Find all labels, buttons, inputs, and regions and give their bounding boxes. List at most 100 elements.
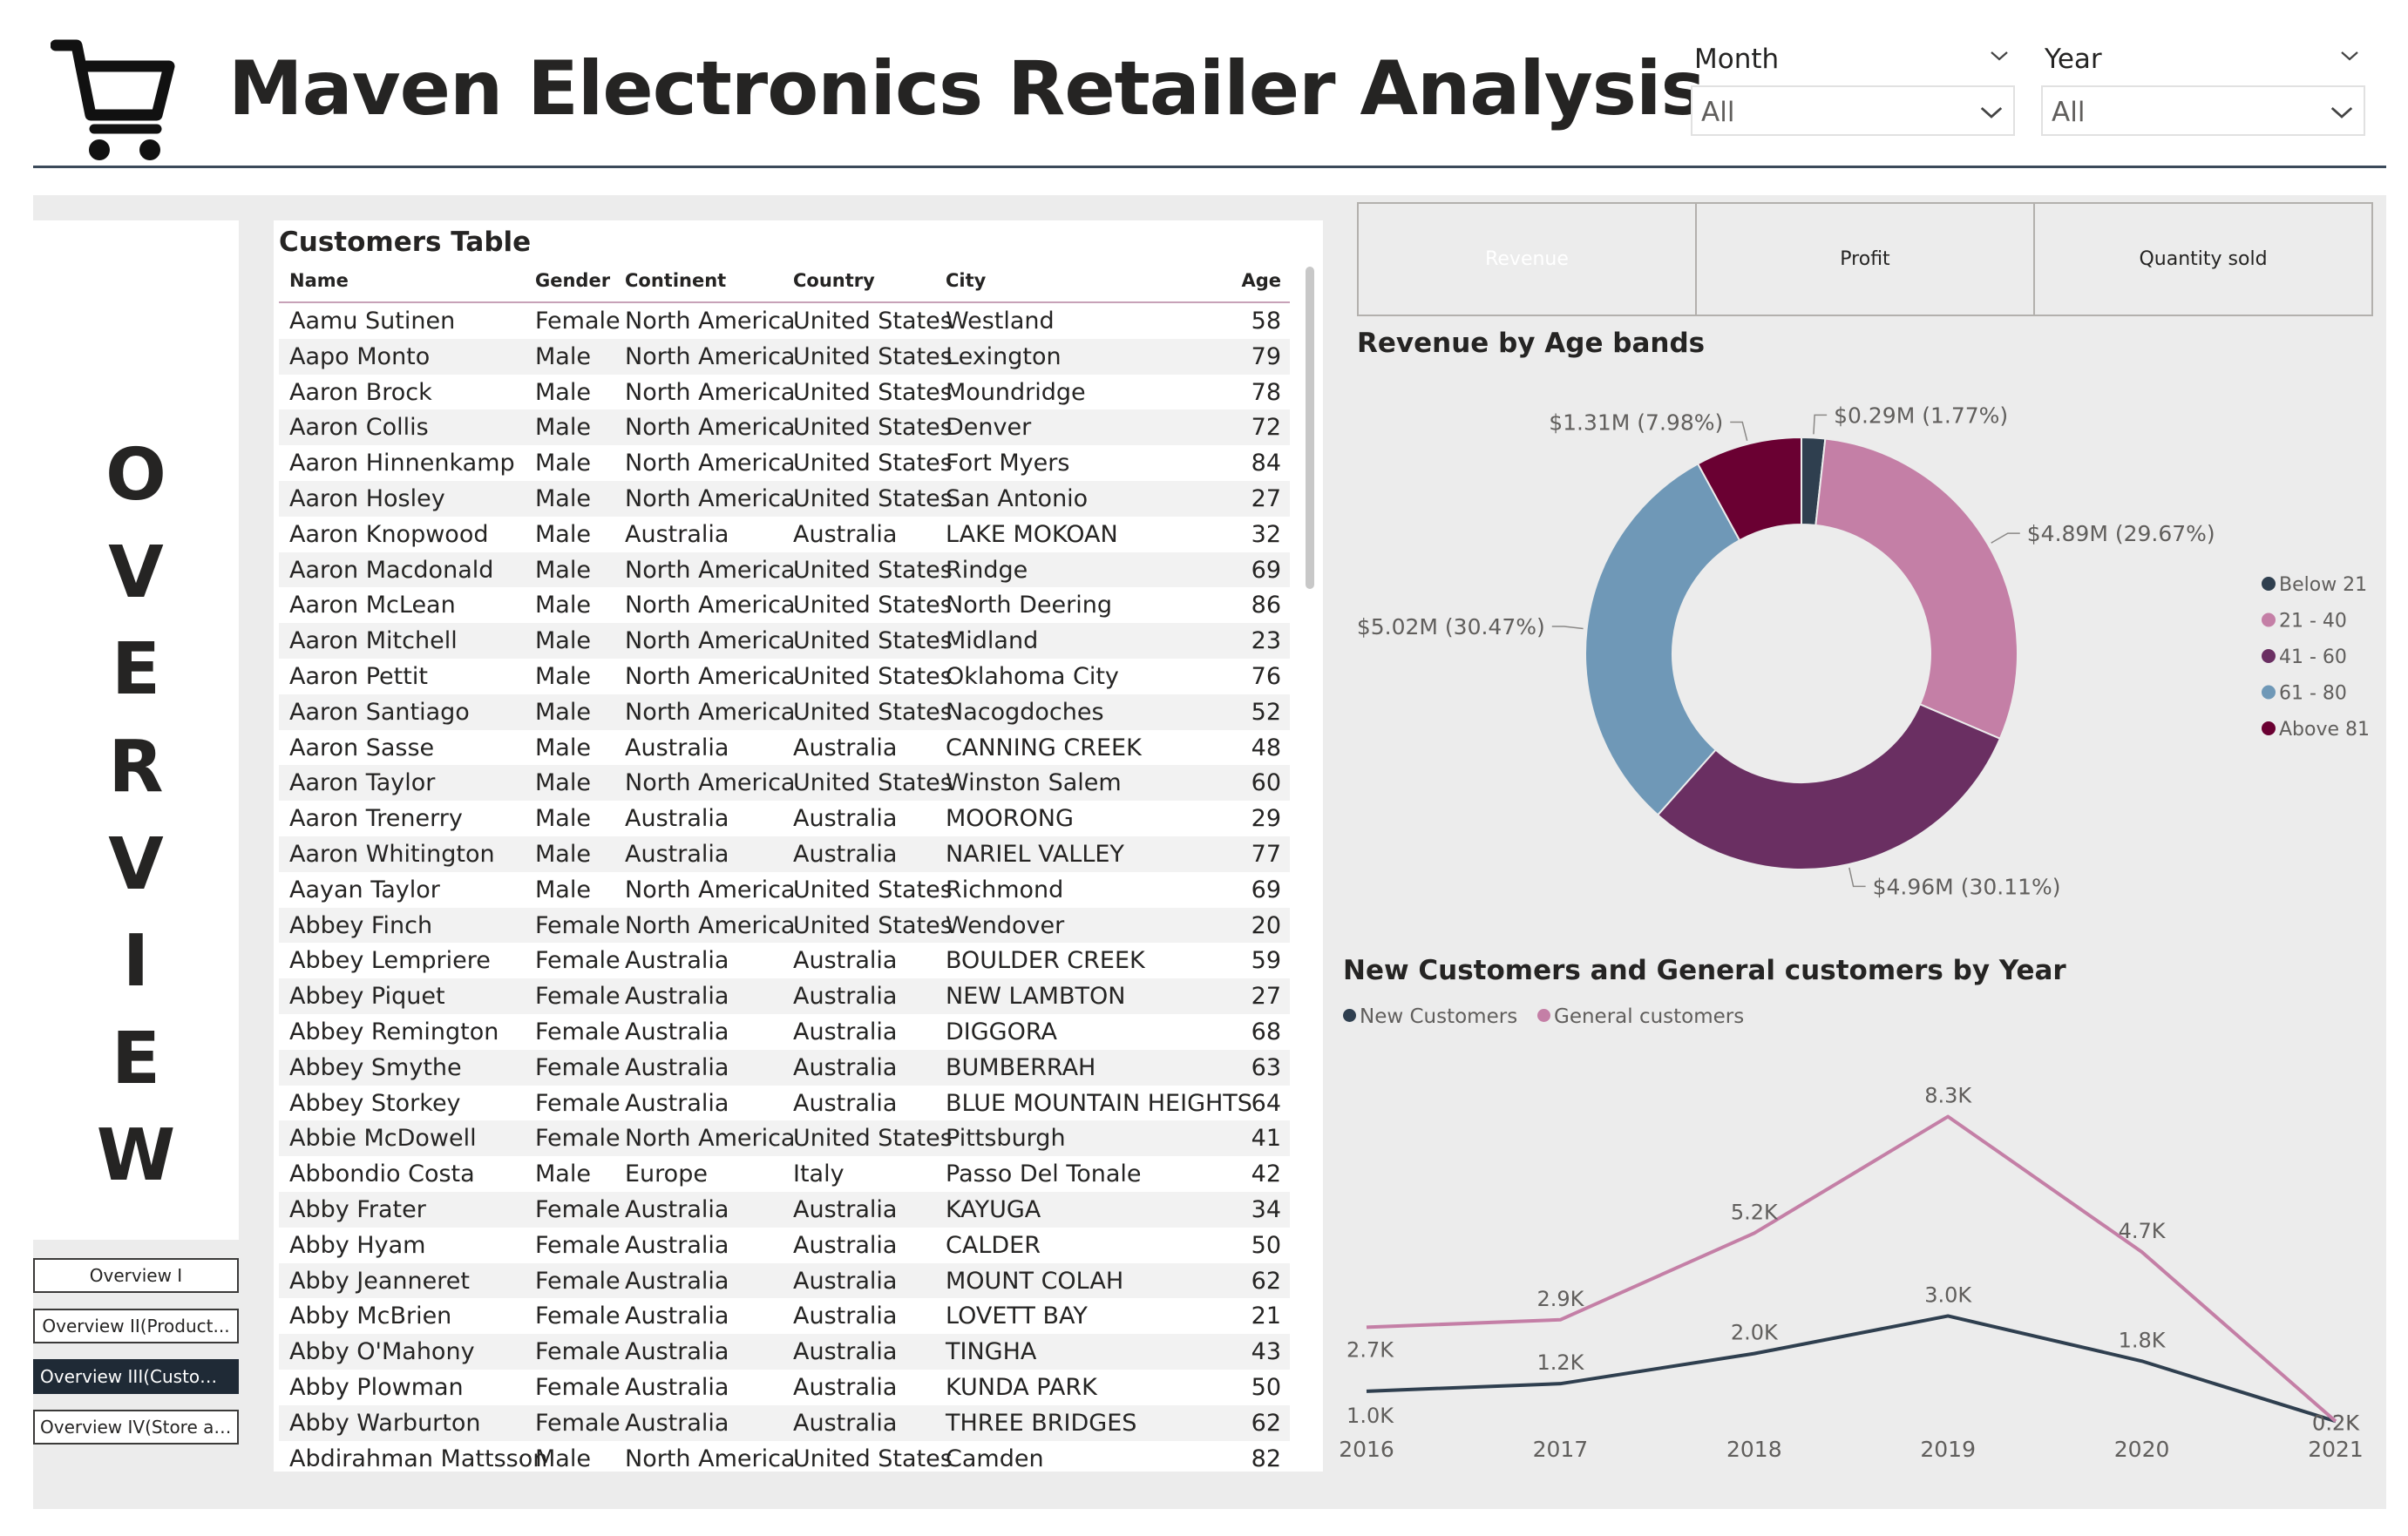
series-line-0[interactable] (1366, 1314, 2337, 1424)
nav-button-overview-3[interactable]: Overview III(Customer... (33, 1359, 239, 1394)
cell-country: Australia (793, 805, 898, 833)
cell-city: Pittsburgh (946, 1125, 1066, 1153)
column-header-city[interactable]: City (946, 270, 987, 291)
cell-name: Aaron Santiago (289, 698, 470, 726)
donut-slice-2[interactable] (1656, 703, 2002, 870)
cell-name: Aaron Macdonald (289, 556, 494, 584)
table-row[interactable]: Aapo Monto Male North America United States… (279, 338, 1290, 375)
table-row[interactable]: Abby McBrien Female Australia Australia LOVE… (279, 1298, 1290, 1334)
donut-legend-label[interactable]: Above 81 (2279, 719, 2370, 741)
column-header-age[interactable]: Age (1241, 270, 1281, 291)
cell-name: Aapo Monto (289, 342, 431, 370)
cell-age: 62 (1251, 1267, 1281, 1295)
line-data-label: 1.2K (1536, 1350, 1584, 1375)
table-row[interactable]: Aaron Knopwood Male Australia Australia LAKE… (279, 517, 1290, 552)
donut-slice-3[interactable] (1584, 462, 1741, 816)
chevron-down-icon[interactable] (1989, 45, 2010, 66)
table-row[interactable]: Aaron Trenerry Male Australia Australia MOOR… (279, 801, 1290, 836)
table-row[interactable]: Abbondio Costa Male Europe Italy Passo Del T… (279, 1156, 1290, 1192)
donut-leader-line (1848, 867, 1866, 888)
table-row[interactable]: Aayan Taylor Male North America United Stat… (279, 872, 1290, 908)
metric-button-profit[interactable]: Profit (1695, 202, 2035, 316)
legend-item-general-customers[interactable]: General customers (1537, 1005, 1744, 1028)
cell-continent: Australia (625, 840, 729, 868)
table-row[interactable]: Abby Plowman Female Australia Australia KUND… (279, 1370, 1290, 1405)
table-row[interactable]: Abdirahman Mattsson Male North America Unit… (279, 1441, 1290, 1477)
table-row[interactable]: Abbey Smythe Female Australia Australia BUMB… (279, 1049, 1290, 1086)
table-row[interactable]: Aaron McLean Male North America United Stat… (279, 587, 1290, 623)
cell-name: Abby Plowman (289, 1373, 464, 1401)
donut-legend-label[interactable]: Below 21 (2279, 574, 2367, 596)
table-row[interactable]: Abby Jeanneret Female Australia Australia MO… (279, 1262, 1290, 1299)
donut-legend-label[interactable]: 61 - 80 (2279, 683, 2347, 705)
table-row[interactable]: Aaron Brock Male North America United State… (279, 375, 1290, 410)
cell-name: Aaron Pettit (289, 662, 428, 690)
column-header-gender[interactable]: Gender (535, 270, 611, 291)
table-row[interactable]: Abby Frater Female Australia Australia KAYUG… (279, 1191, 1290, 1228)
cell-gender: Male (535, 840, 591, 868)
table-row[interactable]: Aamu Sutinen Female North America United St… (279, 303, 1290, 339)
table-row[interactable]: Aaron Mitchell Male North America United St… (279, 623, 1290, 659)
cell-age: 42 (1251, 1160, 1281, 1188)
donut-slice-4[interactable] (1696, 436, 1802, 542)
table-row[interactable]: Abby Warburton Female Australia Australia TH… (279, 1404, 1290, 1441)
cell-country: Australia (793, 1338, 898, 1366)
cell-country: Australia (793, 947, 898, 975)
series-line-1[interactable] (1366, 1114, 2337, 1423)
table-row[interactable]: Aaron Sasse Male Australia Australia CANNING… (279, 730, 1290, 766)
line-chart-title: New Customers and General customers by Y… (1343, 955, 2066, 986)
cell-gender: Male (535, 414, 591, 442)
chevron-down-icon[interactable] (1978, 99, 2004, 125)
table-row[interactable]: Abbie McDowell Female North America United … (279, 1120, 1290, 1157)
table-row[interactable]: Abbey Remington Female Australia Australia D… (279, 1014, 1290, 1050)
table-row[interactable]: Abby O'Mahony Female Australia Australia TIN… (279, 1334, 1290, 1370)
cell-country: United States (793, 450, 953, 477)
metric-button-quantity-sold[interactable]: Quantity sold (2033, 202, 2373, 316)
cell-continent: North America (625, 414, 796, 442)
legend-item-new-customers[interactable]: New Customers (1343, 1005, 1517, 1028)
table-row[interactable]: Aaron Hinnenkamp Male North America United … (279, 445, 1290, 481)
cell-gender: Male (535, 450, 591, 477)
table-row[interactable]: Abbey Finch Female North America United Sta… (279, 907, 1290, 944)
year-slicer-dropdown[interactable]: All (2041, 85, 2365, 136)
cell-age: 52 (1251, 698, 1281, 726)
cell-country: United States (793, 911, 953, 939)
cell-country: Australia (793, 520, 898, 548)
table-row[interactable]: Aaron Macdonald Male North America United S… (279, 551, 1290, 588)
table-row[interactable]: Abbey Piquet Female Australia Australia NEW … (279, 978, 1290, 1014)
table-row[interactable]: Aaron Whitington Male Australia Australia NA… (279, 836, 1290, 872)
cell-gender: Female (535, 1089, 621, 1117)
nav-button-overview-2[interactable]: Overview II(Product... (33, 1309, 239, 1343)
x-tick-label: 2017 (1533, 1437, 1589, 1462)
month-slicer-dropdown[interactable]: All (1691, 85, 2015, 136)
cell-gender: Female (535, 1267, 621, 1295)
metric-button-revenue[interactable]: Revenue (1357, 202, 1697, 316)
table-row[interactable]: Abbey Storkey Female Australia Australia BLU… (279, 1086, 1290, 1121)
chevron-down-icon[interactable] (2329, 99, 2355, 125)
table-row[interactable]: Aaron Pettit Male North America United Stat… (279, 659, 1290, 694)
donut-legend-label[interactable]: 41 - 60 (2279, 646, 2347, 668)
cell-city: Camden (946, 1445, 1044, 1472)
donut-slice-1[interactable] (1814, 437, 2018, 741)
chevron-down-icon[interactable] (2339, 45, 2360, 66)
table-row[interactable]: Abby Hyam Female Australia Australia CALDER 5… (279, 1228, 1290, 1263)
cell-age: 72 (1251, 414, 1281, 442)
column-header-name[interactable]: Name (289, 270, 349, 291)
donut-legend-label[interactable]: 21 - 40 (2279, 611, 2347, 633)
table-scrollbar-thumb[interactable] (1306, 267, 1314, 589)
line-data-label: 0.2K (2312, 1411, 2360, 1435)
x-tick-label: 2018 (1726, 1437, 1782, 1462)
table-row[interactable]: Aaron Taylor Male North America United Stat… (279, 765, 1290, 802)
table-row[interactable]: Abbey Lempriere Female Australia Australia B… (279, 943, 1290, 978)
nav-button-overview-1[interactable]: Overview I (33, 1258, 239, 1293)
table-row[interactable]: Aaron Hosley Male North America United Stat… (279, 480, 1290, 517)
nav-button-overview-4[interactable]: Overview IV(Store and... (33, 1410, 239, 1445)
column-header-continent[interactable]: Continent (625, 270, 727, 291)
cell-continent: North America (625, 662, 796, 690)
table-row[interactable]: Aaron Collis Male North America United Stat… (279, 409, 1290, 446)
cell-city: LOVETT BAY (946, 1303, 1088, 1330)
overview-letter: O (105, 434, 166, 517)
cell-city: MOUNT COLAH (946, 1267, 1124, 1295)
table-row[interactable]: Aaron Santiago Male North America United St… (279, 694, 1290, 730)
column-header-country[interactable]: Country (793, 270, 875, 291)
